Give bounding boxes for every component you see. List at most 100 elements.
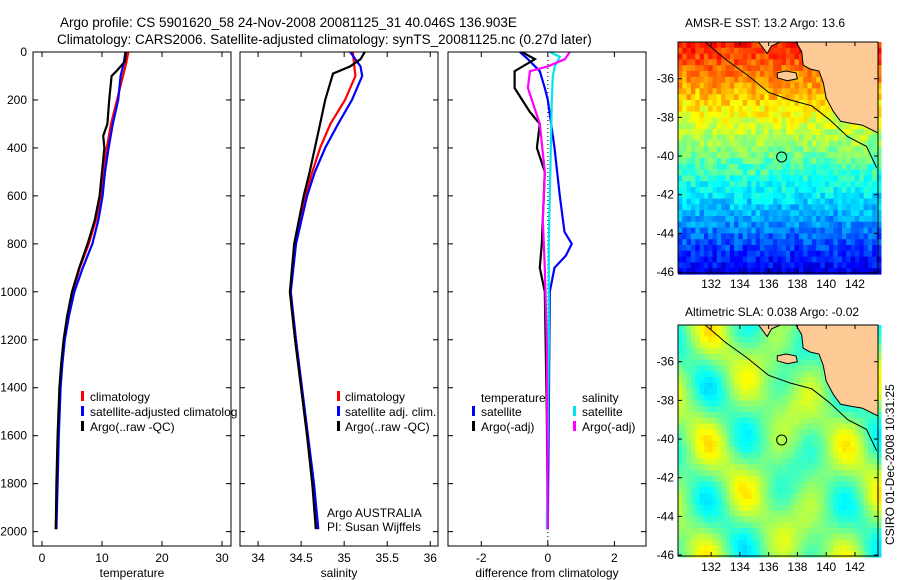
map-cell xyxy=(742,330,748,338)
map-cell xyxy=(867,441,873,448)
map-cell xyxy=(842,493,847,500)
map-cell xyxy=(876,336,882,343)
map-cell xyxy=(781,152,787,159)
map-cell xyxy=(699,371,705,378)
map-cell xyxy=(686,400,692,407)
map-cell xyxy=(794,105,800,113)
map-cell xyxy=(734,412,739,419)
map-cell xyxy=(798,134,804,142)
map-cell xyxy=(729,129,735,136)
map-cell xyxy=(721,134,727,142)
map-cell xyxy=(699,117,705,124)
map-cell xyxy=(682,330,688,338)
map-cell xyxy=(690,441,696,448)
map-cell xyxy=(738,123,744,130)
map-cell xyxy=(855,487,860,494)
map-cell xyxy=(721,504,727,512)
map-cell xyxy=(824,493,830,500)
map-cell xyxy=(716,412,722,419)
map-cell xyxy=(850,181,856,188)
map-cell xyxy=(824,111,830,118)
map-cell xyxy=(842,146,847,153)
map-cell xyxy=(773,354,778,361)
map-cell xyxy=(824,528,830,535)
map-cell xyxy=(855,464,860,471)
map-cell xyxy=(725,539,731,546)
map-cell xyxy=(729,59,735,66)
map-cell xyxy=(747,163,752,171)
map-cell xyxy=(725,216,731,223)
legend-marker-sal-satellite xyxy=(573,406,576,416)
map-cell xyxy=(859,417,865,425)
map-cell xyxy=(794,169,800,176)
map-cell xyxy=(867,140,873,147)
map-cell xyxy=(695,510,701,517)
map-cell xyxy=(855,187,860,194)
map-cell xyxy=(738,152,744,159)
map-cell xyxy=(824,383,830,390)
map-cell xyxy=(716,510,722,517)
map-cell xyxy=(716,111,722,118)
map-cell xyxy=(725,493,731,500)
map-cell xyxy=(855,227,860,234)
map-cell xyxy=(777,365,783,372)
map-cell xyxy=(798,105,804,113)
map-cell xyxy=(729,452,735,459)
map-cell xyxy=(768,394,774,401)
map-cell xyxy=(747,348,752,355)
map-cell xyxy=(803,371,809,378)
map-cell xyxy=(764,250,770,258)
map-cell xyxy=(760,342,765,349)
map-cell xyxy=(747,510,752,517)
map-cell xyxy=(842,429,847,436)
map-cell xyxy=(842,169,847,176)
map-cell xyxy=(768,510,774,517)
map-cell xyxy=(811,216,817,223)
map-cell xyxy=(725,504,731,512)
map-cell xyxy=(820,388,826,396)
map-cell xyxy=(747,551,752,558)
map-cell xyxy=(768,198,774,205)
map-cell xyxy=(760,475,765,483)
map-cell xyxy=(803,111,809,118)
map-cell xyxy=(794,221,800,229)
map-cell xyxy=(755,245,761,252)
map-cell xyxy=(690,336,696,343)
map-cell xyxy=(781,394,787,401)
map-cell xyxy=(876,111,882,118)
map-cell xyxy=(829,239,834,246)
map-cell xyxy=(803,377,809,384)
map-cell xyxy=(725,169,731,176)
map-cell xyxy=(734,152,739,159)
map-cell xyxy=(712,76,718,84)
map-cell xyxy=(703,198,709,205)
map-cell xyxy=(721,239,727,246)
map-cell xyxy=(678,528,683,535)
map-cell xyxy=(837,441,843,448)
map-cell xyxy=(682,111,688,118)
map-cell xyxy=(773,88,778,95)
map-cell xyxy=(690,528,696,535)
map-cell xyxy=(790,216,796,223)
map-cell xyxy=(764,65,770,72)
map-cell xyxy=(842,539,847,546)
map-cell xyxy=(695,233,701,240)
map-cell xyxy=(742,111,748,118)
map-cell xyxy=(777,388,783,396)
map-cell xyxy=(803,123,809,130)
map-cell xyxy=(699,406,705,413)
map-cell xyxy=(686,551,692,558)
map-cell xyxy=(816,475,821,483)
lat-tick-label: -38 xyxy=(657,393,675,407)
map-cell xyxy=(855,216,860,223)
map-cell xyxy=(695,528,701,535)
map-cell xyxy=(876,233,882,240)
map-cell xyxy=(850,417,856,425)
map-cell xyxy=(721,481,727,488)
map-cell xyxy=(842,423,847,430)
map-cell xyxy=(729,111,735,118)
map-cell xyxy=(785,88,791,95)
map-cell xyxy=(686,134,692,142)
map-cell xyxy=(798,394,804,401)
lon-tick-label: 134 xyxy=(730,560,750,574)
